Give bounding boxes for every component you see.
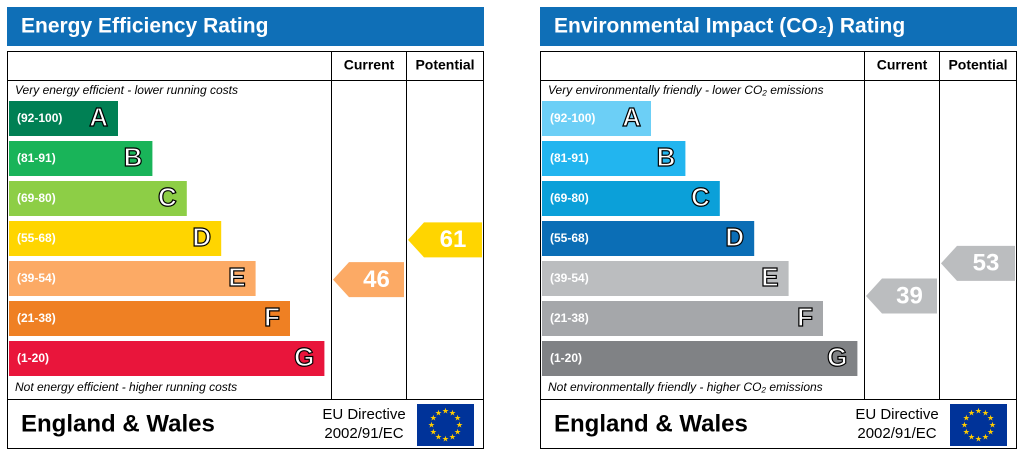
rating-band [9, 221, 222, 256]
rating-band [542, 221, 755, 256]
bottom-note: Not environmentally friendly - higher CO… [548, 380, 823, 394]
eu-flag [417, 404, 474, 446]
eu-star: ★ [963, 414, 970, 423]
band-letter: E [761, 262, 778, 292]
eu-star: ★ [963, 428, 970, 437]
header-current: Current [344, 57, 395, 73]
footer-region: England & Wales [554, 410, 748, 437]
rating-band [542, 101, 651, 136]
eu-star: ★ [430, 428, 437, 437]
top-note: Very environmentally friendly - lower CO… [548, 83, 824, 97]
eu-star: ★ [968, 408, 975, 417]
rating-band [542, 261, 789, 296]
rating-band [542, 141, 686, 176]
eu-star: ★ [987, 428, 994, 437]
footer-region: England & Wales [21, 410, 215, 437]
title-bar [7, 7, 484, 46]
footer-directive: EU Directive [855, 406, 938, 423]
band-range: (21-38) [17, 311, 56, 325]
band-range: (39-54) [550, 271, 589, 285]
eu-star: ★ [435, 433, 442, 442]
rating-value: 61 [440, 226, 467, 253]
eu-star: ★ [989, 421, 996, 430]
band-range: (55-68) [17, 231, 56, 245]
rating-arrow [866, 278, 937, 314]
eu-flag [950, 404, 1007, 446]
band-letter: D [192, 222, 211, 252]
band-range: (21-38) [550, 311, 589, 325]
band-range: (81-91) [550, 151, 589, 165]
eu-star: ★ [975, 435, 982, 444]
band-range: (1-20) [17, 351, 49, 365]
band-range: (69-80) [17, 191, 56, 205]
band-letter: A [622, 102, 641, 132]
rating-band [9, 261, 256, 296]
eu-star: ★ [454, 428, 461, 437]
band-letter: D [725, 222, 744, 252]
band-letter: B [124, 142, 143, 172]
panel-title: Environmental Impact (CO₂) Rating [554, 15, 905, 38]
eu-star: ★ [987, 414, 994, 423]
band-letter: C [158, 182, 177, 212]
rating-value: 46 [363, 266, 390, 293]
band-range: (55-68) [550, 231, 589, 245]
eu-star: ★ [430, 414, 437, 423]
footer-frame [7, 399, 484, 449]
rating-band [542, 301, 823, 336]
band-letter: B [657, 142, 676, 172]
rating-band [542, 341, 858, 376]
band-range: (92-100) [550, 111, 595, 125]
rating-band [9, 301, 290, 336]
bottom-note: Not energy efficient - higher running co… [15, 380, 237, 394]
rating-band [9, 341, 325, 376]
band-range: (92-100) [17, 111, 62, 125]
eu-star: ★ [975, 407, 982, 416]
band-letter: A [89, 102, 108, 132]
eu-star: ★ [449, 408, 456, 417]
eu-star: ★ [456, 421, 463, 430]
eu-star: ★ [442, 435, 449, 444]
band-range: (69-80) [550, 191, 589, 205]
eu-star: ★ [982, 408, 989, 417]
top-note: Very energy efficient - lower running co… [15, 83, 238, 97]
header-current: Current [877, 57, 928, 73]
eu-star: ★ [454, 414, 461, 423]
rating-band [9, 141, 153, 176]
title-bar [540, 7, 1017, 46]
band-letter: F [264, 302, 280, 332]
band-range: (39-54) [17, 271, 56, 285]
rating-value: 53 [973, 250, 1000, 277]
band-letter: E [228, 262, 245, 292]
rating-arrow [941, 245, 1015, 281]
band-range: (1-20) [550, 351, 582, 365]
eu-star: ★ [449, 433, 456, 442]
eu-star: ★ [435, 408, 442, 417]
rating-arrow [408, 222, 482, 258]
rating-band [9, 181, 187, 216]
footer-directive: EU Directive [322, 406, 405, 423]
eu-star: ★ [428, 421, 435, 430]
eu-star: ★ [442, 407, 449, 416]
band-letter: F [797, 302, 813, 332]
rating-band [542, 181, 720, 216]
eu-star: ★ [961, 421, 968, 430]
header-potential: Potential [415, 57, 474, 73]
rating-band [9, 101, 118, 136]
eu-star: ★ [968, 433, 975, 442]
band-range: (81-91) [17, 151, 56, 165]
footer-directive: 2002/91/EC [857, 425, 936, 442]
rating-arrow [333, 262, 404, 298]
eu-star: ★ [982, 433, 989, 442]
footer-frame [540, 399, 1017, 449]
band-letter: C [691, 182, 710, 212]
rating-value: 39 [896, 282, 923, 309]
panel-title: Energy Efficiency Rating [21, 15, 268, 38]
header-potential: Potential [948, 57, 1007, 73]
band-letter: G [294, 342, 314, 372]
band-letter: G [827, 342, 847, 372]
footer-directive: 2002/91/EC [324, 425, 403, 442]
